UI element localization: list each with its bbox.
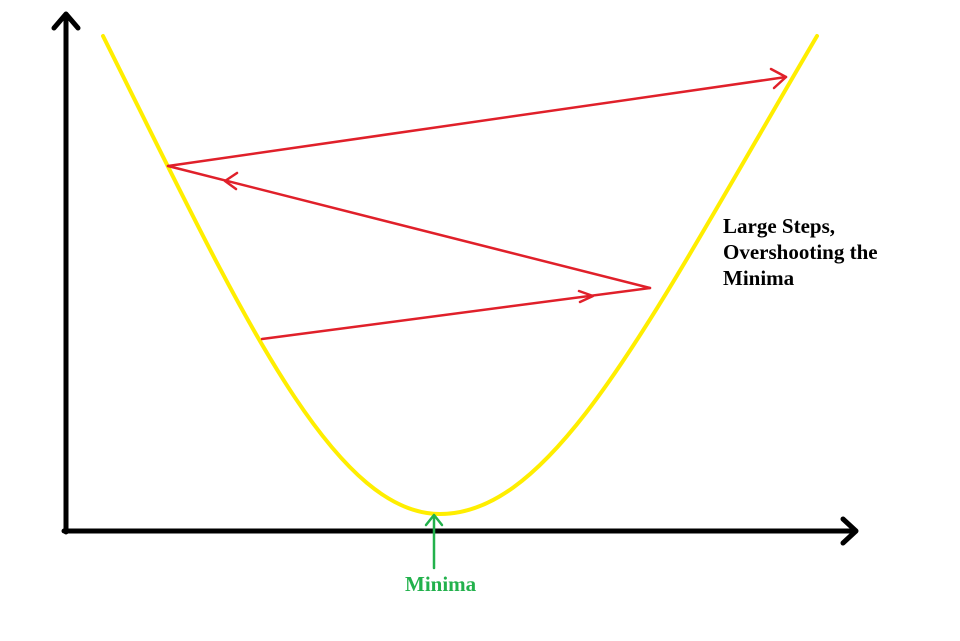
annotation-line-3: Minima bbox=[723, 266, 795, 290]
step-3-arrowhead bbox=[769, 67, 788, 90]
overshoot-annotation: Large Steps, Overshooting the Minima bbox=[723, 213, 878, 291]
minimum-arrowhead bbox=[424, 513, 444, 527]
annotation-line-2: Overshooting the bbox=[723, 240, 878, 264]
minimum-label: Minima bbox=[405, 572, 477, 596]
minimum-marker bbox=[424, 513, 444, 570]
step-2-line bbox=[166, 164, 652, 290]
y-axis-arrowhead bbox=[51, 11, 81, 31]
axes bbox=[51, 11, 859, 546]
loss-curve bbox=[101, 34, 819, 517]
step-1-arrowhead bbox=[577, 289, 595, 304]
step-1-line bbox=[260, 286, 652, 341]
step-3-line bbox=[166, 75, 788, 168]
annotation-line-1: Large Steps, bbox=[723, 214, 835, 238]
x-axis-arrowhead bbox=[840, 516, 859, 546]
step-2-arrowhead bbox=[223, 171, 239, 191]
overshooting-steps bbox=[166, 67, 788, 341]
